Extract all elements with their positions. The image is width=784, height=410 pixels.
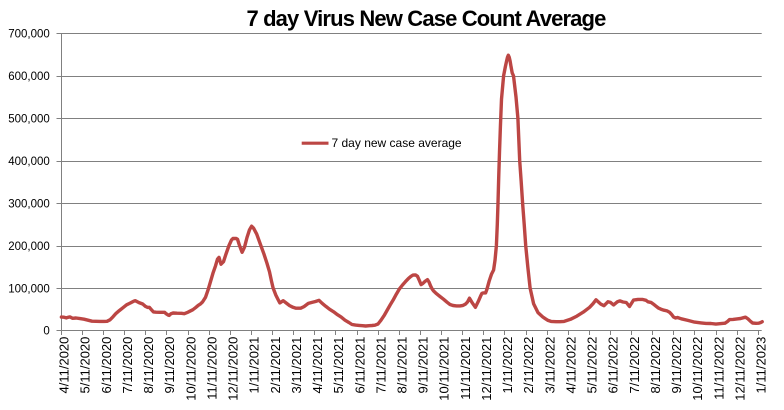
- svg-text:9/11/2021: 9/11/2021: [416, 337, 431, 394]
- svg-text:1/11/2023: 1/11/2023: [754, 337, 769, 394]
- svg-text:6/11/2022: 6/11/2022: [606, 337, 621, 394]
- svg-text:6/11/2020: 6/11/2020: [99, 337, 114, 394]
- svg-text:7/11/2021: 7/11/2021: [373, 337, 388, 394]
- svg-text:300,000: 300,000: [8, 198, 50, 210]
- svg-text:10/11/2020: 10/11/2020: [183, 337, 198, 401]
- svg-text:4/11/2022: 4/11/2022: [563, 337, 578, 394]
- svg-text:700,000: 700,000: [8, 29, 50, 41]
- svg-text:8/11/2021: 8/11/2021: [395, 337, 410, 394]
- svg-text:1/11/2022: 1/11/2022: [500, 337, 515, 394]
- svg-text:3/11/2022: 3/11/2022: [542, 337, 557, 394]
- svg-text:12/11/2021: 12/11/2021: [479, 337, 494, 401]
- svg-text:9/11/2022: 9/11/2022: [669, 337, 684, 394]
- svg-text:6/11/2021: 6/11/2021: [352, 337, 367, 394]
- svg-text:400,000: 400,000: [8, 156, 50, 168]
- svg-text:2/11/2021: 2/11/2021: [268, 337, 283, 394]
- svg-text:4/11/2020: 4/11/2020: [57, 337, 72, 394]
- svg-text:11/11/2021: 11/11/2021: [458, 337, 473, 400]
- svg-text:100,000: 100,000: [8, 283, 50, 295]
- svg-text:8/11/2022: 8/11/2022: [648, 337, 663, 394]
- svg-text:200,000: 200,000: [8, 241, 50, 253]
- svg-text:10/11/2021: 10/11/2021: [437, 337, 452, 401]
- svg-text:8/11/2020: 8/11/2020: [141, 337, 156, 394]
- svg-text:11/11/2020: 11/11/2020: [204, 337, 219, 400]
- svg-text:12/11/2022: 12/11/2022: [732, 337, 747, 401]
- svg-text:1/11/2021: 1/11/2021: [247, 337, 262, 394]
- svg-text:2/11/2022: 2/11/2022: [521, 337, 536, 394]
- svg-text:12/11/2020: 12/11/2020: [226, 337, 241, 401]
- svg-text:9/11/2020: 9/11/2020: [162, 337, 177, 394]
- svg-text:5/11/2020: 5/11/2020: [78, 337, 93, 394]
- svg-text:7/11/2022: 7/11/2022: [627, 337, 642, 394]
- svg-text:500,000: 500,000: [8, 114, 50, 126]
- svg-text:3/11/2021: 3/11/2021: [289, 337, 304, 394]
- svg-text:600,000: 600,000: [8, 71, 50, 83]
- svg-text:4/11/2021: 4/11/2021: [310, 337, 325, 394]
- svg-text:5/11/2022: 5/11/2022: [585, 337, 600, 394]
- svg-text:7 day Virus New Case Count Ave: 7 day Virus New Case Count Average: [246, 6, 606, 31]
- svg-text:7 day new case average: 7 day new case average: [332, 136, 462, 150]
- svg-text:7/11/2020: 7/11/2020: [120, 337, 135, 394]
- svg-text:0: 0: [43, 326, 49, 338]
- svg-text:11/11/2022: 11/11/2022: [711, 337, 726, 400]
- svg-text:10/11/2022: 10/11/2022: [690, 337, 705, 401]
- svg-text:5/11/2021: 5/11/2021: [331, 337, 346, 394]
